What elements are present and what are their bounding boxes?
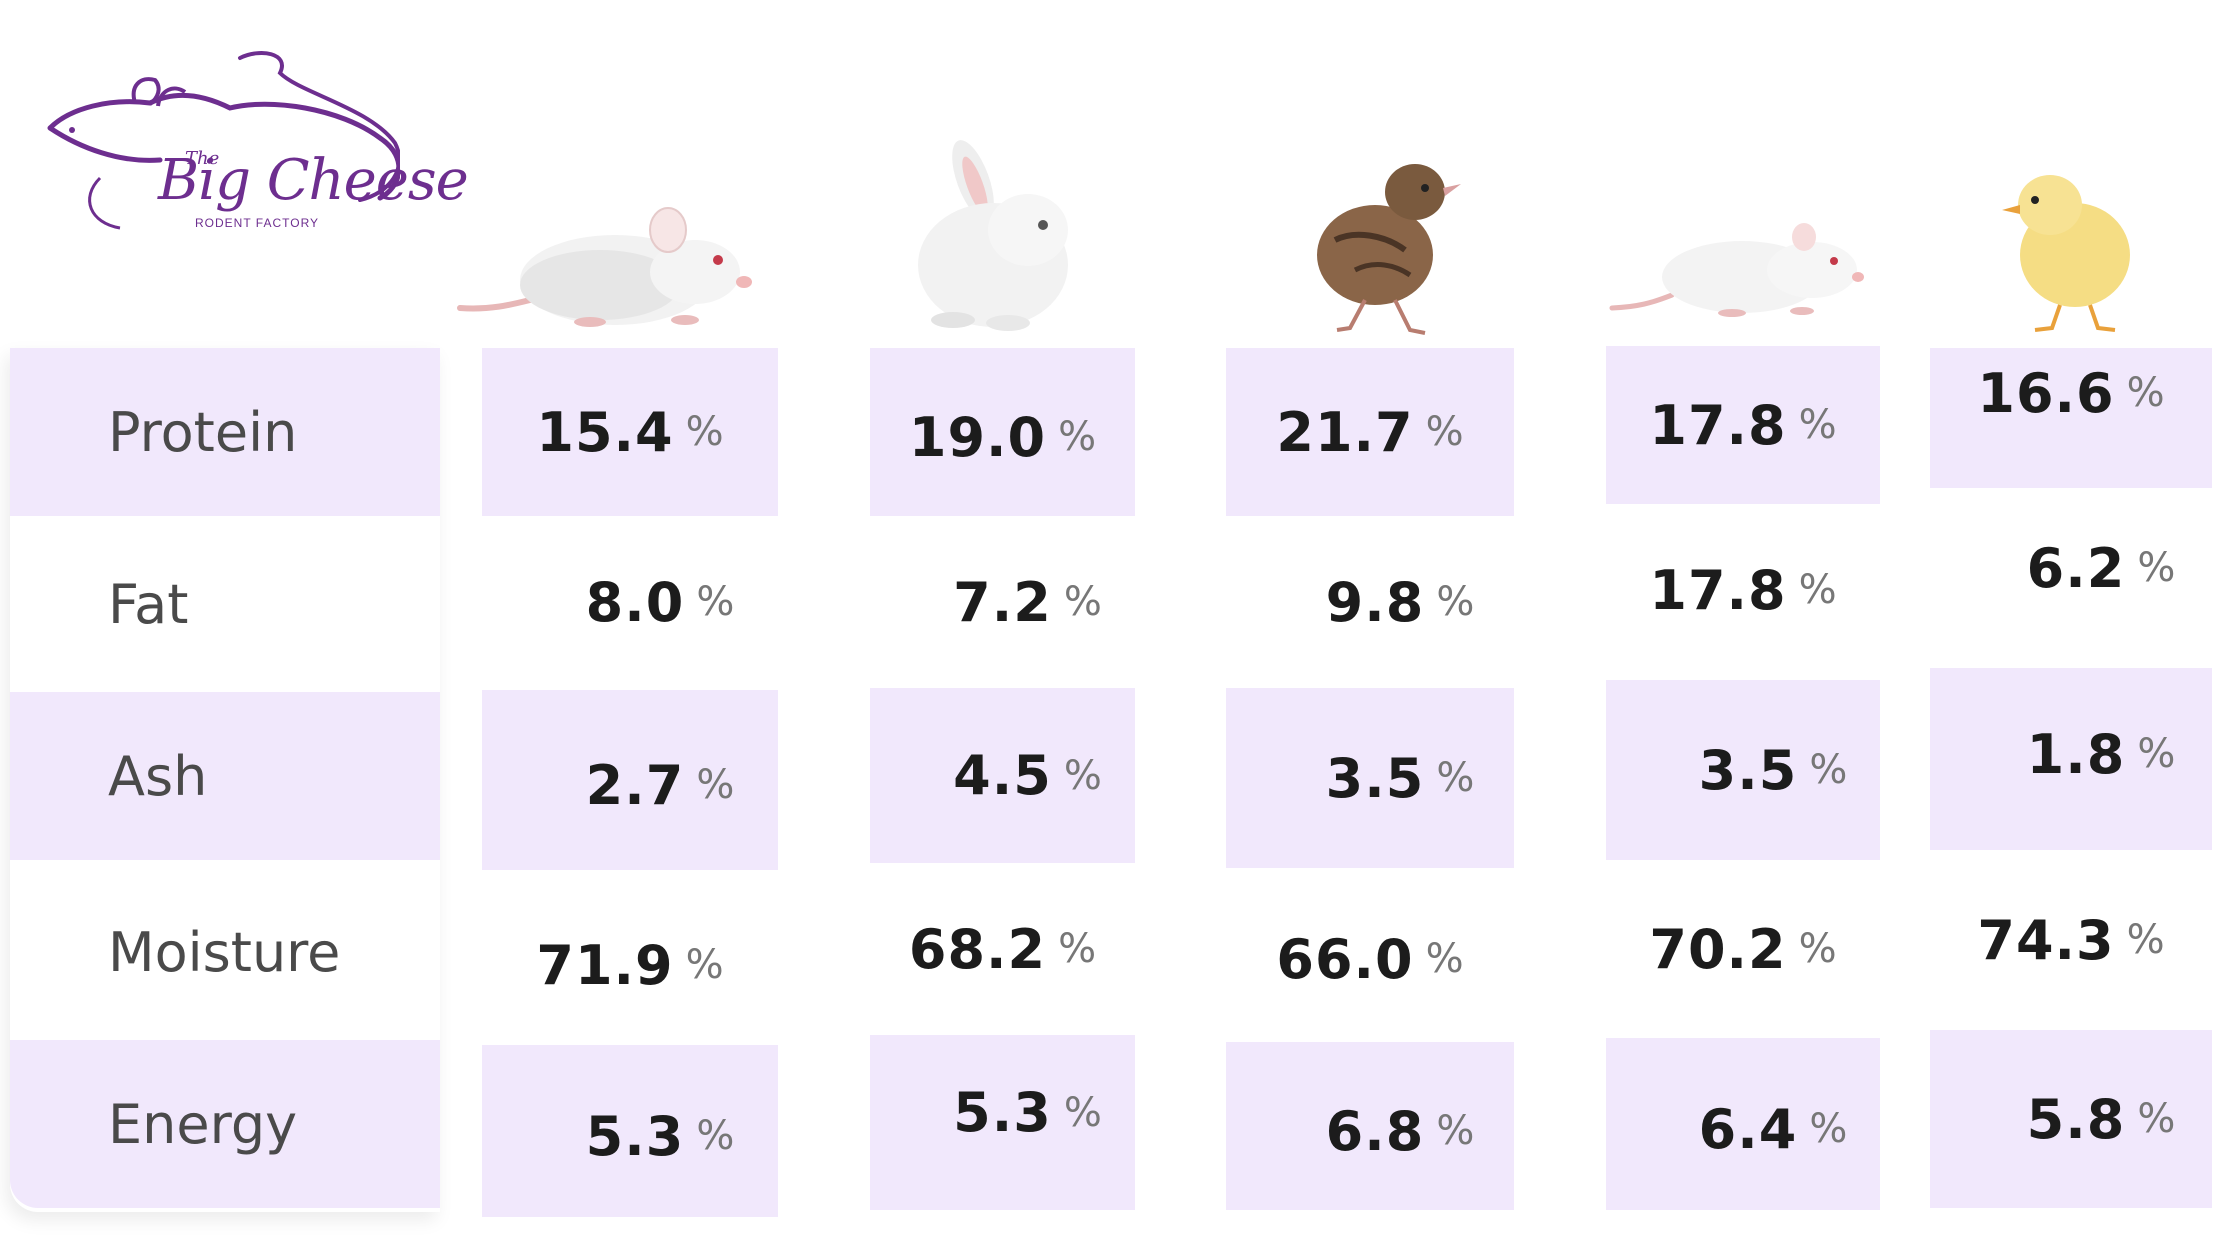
value-cell-protein-quail: 21.7% <box>1226 348 1514 516</box>
value-cell-moisture-chick: 74.3% <box>1930 850 2212 1030</box>
value-cell-energy-chick: 5.8% <box>1930 1030 2212 1208</box>
unit-label: % <box>685 942 724 988</box>
value-cell-moisture-mouse: 71.9% <box>482 870 778 1045</box>
row-label-moisture: Moisture <box>108 920 341 984</box>
rabbit-image <box>908 135 1088 335</box>
unit-label: % <box>1436 579 1475 625</box>
logo-the-text: The <box>185 148 220 169</box>
value-number: 16.6 <box>1977 361 2115 425</box>
unit-label: % <box>2137 1096 2176 1142</box>
value-cell-protein-mouse: 15.4% <box>482 348 778 516</box>
value-number: 19.0 <box>908 405 1047 469</box>
value-number: 5.3 <box>585 1104 685 1168</box>
unit-label: % <box>685 409 724 455</box>
value-cell-fat-rat: 17.8% <box>1606 504 1880 676</box>
big-cheese-logo: The Big Cheese RODENT FACTORY <box>40 48 469 258</box>
unit-label: % <box>1436 755 1475 801</box>
unit-label: % <box>1425 936 1464 982</box>
value-number: 21.7 <box>1276 400 1414 464</box>
value-number: 2.7 <box>585 753 685 817</box>
value-cell-ash-mouse: 2.7% <box>482 690 778 870</box>
value-number: 3.5 <box>1698 738 1798 802</box>
row-label-energy: Energy <box>10 1040 440 1208</box>
value-cell-protein-rat: 17.8% <box>1606 346 1880 504</box>
value-cell-energy-quail: 6.8% <box>1226 1042 1514 1210</box>
value-number: 70.2 <box>1649 917 1787 981</box>
chick-image <box>1990 160 2140 335</box>
value-cell-ash-rat: 3.5% <box>1606 680 1880 860</box>
unit-label: % <box>1798 567 1837 613</box>
value-number: 5.8 <box>2026 1087 2126 1151</box>
value-cell-protein-chick: 16.6% <box>1930 348 2212 488</box>
logo-name-text: Big Cheese <box>158 148 469 213</box>
mouse-image <box>457 200 770 330</box>
row-label-fat: Fat <box>108 572 189 636</box>
unit-label: % <box>1436 1108 1475 1154</box>
value-number: 74.3 <box>1977 908 2115 972</box>
unit-label: % <box>2126 370 2165 416</box>
row-label-protein: Protein <box>10 348 440 516</box>
value-number: 7.2 <box>953 570 1052 634</box>
unit-label: % <box>1809 747 1848 793</box>
value-cell-moisture-rabbit: 68.2% <box>870 863 1135 1035</box>
unit-label: % <box>1063 579 1102 625</box>
unit-label: % <box>2126 917 2165 963</box>
value-number: 6.8 <box>1325 1099 1425 1163</box>
value-number: 6.2 <box>2026 536 2126 600</box>
unit-label: % <box>2137 731 2176 777</box>
unit-label: % <box>1063 752 1102 799</box>
value-cell-moisture-quail: 66.0% <box>1226 868 1514 1040</box>
value-number: 5.3 <box>953 1081 1052 1144</box>
row-label-ash: Ash <box>10 692 440 860</box>
value-number: 17.8 <box>1649 393 1787 457</box>
unit-label: % <box>696 579 735 625</box>
value-number: 15.4 <box>536 400 674 464</box>
value-number: 6.4 <box>1698 1097 1798 1161</box>
value-cell-fat-rabbit: 7.2% <box>870 516 1135 688</box>
value-number: 9.8 <box>1325 570 1425 634</box>
value-cell-ash-rabbit: 4.5% <box>870 688 1135 863</box>
unit-label: % <box>696 1113 735 1159</box>
unit-label: % <box>1798 926 1837 972</box>
value-cell-energy-rabbit: 5.3% <box>870 1035 1135 1210</box>
value-number: 71.9 <box>536 933 674 997</box>
value-cell-protein-rabbit: 19.0% <box>870 348 1135 516</box>
value-number: 66.0 <box>1276 927 1414 991</box>
value-cell-fat-chick: 6.2% <box>1930 488 2212 668</box>
value-number: 17.8 <box>1649 558 1787 622</box>
value-cell-ash-quail: 3.5% <box>1226 688 1514 868</box>
value-cell-fat-quail: 9.8% <box>1226 516 1514 688</box>
unit-label: % <box>2137 545 2176 591</box>
value-number: 4.5 <box>953 744 1052 807</box>
mouse-logo-icon <box>47 51 400 230</box>
unit-label: % <box>696 762 735 808</box>
unit-label: % <box>1063 1089 1102 1136</box>
unit-label: % <box>1809 1106 1848 1152</box>
unit-label: % <box>1425 409 1464 455</box>
value-cell-moisture-rat: 70.2% <box>1606 860 1880 1038</box>
logo-subtitle-text: RODENT FACTORY <box>195 216 320 230</box>
value-number: 8.0 <box>585 570 685 634</box>
value-cell-energy-rat: 6.4% <box>1606 1038 1880 1210</box>
value-cell-energy-mouse: 5.3% <box>482 1045 778 1217</box>
value-cell-ash-chick: 1.8% <box>1930 668 2212 850</box>
value-cell-fat-mouse: 8.0% <box>482 516 778 688</box>
unit-label: % <box>1058 414 1097 460</box>
value-number: 1.8 <box>2026 722 2126 786</box>
value-number: 3.5 <box>1325 746 1425 810</box>
unit-label: % <box>1058 926 1097 972</box>
quail-chick-image <box>1295 150 1475 340</box>
rat-image <box>1609 215 1872 320</box>
unit-label: % <box>1798 402 1837 448</box>
value-number: 68.2 <box>908 917 1047 981</box>
